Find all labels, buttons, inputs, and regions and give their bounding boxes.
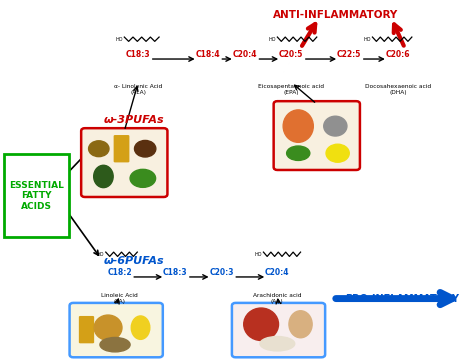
Text: α- Linolenic Acid
(ALA): α- Linolenic Acid (ALA) — [114, 84, 162, 95]
Text: HO: HO — [115, 37, 123, 42]
Text: C22:5: C22:5 — [337, 50, 362, 59]
FancyBboxPatch shape — [273, 101, 360, 170]
Circle shape — [135, 140, 156, 157]
FancyBboxPatch shape — [70, 303, 163, 357]
Ellipse shape — [283, 110, 313, 142]
Ellipse shape — [244, 308, 279, 340]
FancyBboxPatch shape — [114, 135, 129, 162]
FancyBboxPatch shape — [232, 303, 325, 357]
Text: C18:3: C18:3 — [163, 268, 188, 277]
Text: C18:2: C18:2 — [107, 268, 132, 277]
Circle shape — [89, 141, 109, 157]
Text: ANTI-INFLAMMATORY: ANTI-INFLAMMATORY — [273, 11, 398, 20]
Text: PRO-INFLAMMATORY: PRO-INFLAMMATORY — [346, 294, 460, 303]
Ellipse shape — [289, 311, 312, 338]
Ellipse shape — [287, 146, 310, 160]
Text: C20:5: C20:5 — [279, 50, 303, 59]
Ellipse shape — [130, 170, 155, 187]
Text: C20:3: C20:3 — [210, 268, 234, 277]
Ellipse shape — [100, 338, 130, 352]
Text: C20:6: C20:6 — [386, 50, 410, 59]
FancyBboxPatch shape — [81, 128, 167, 197]
Text: Eicosapentaenoic acid
(EPA): Eicosapentaenoic acid (EPA) — [258, 84, 324, 95]
Text: C20:4: C20:4 — [233, 50, 257, 59]
Text: HO: HO — [255, 252, 262, 257]
Text: Docosahexaenoic acid
(DHA): Docosahexaenoic acid (DHA) — [365, 84, 431, 95]
Text: ESSENTIAL
FATTY
ACIDS: ESSENTIAL FATTY ACIDS — [9, 181, 64, 211]
Circle shape — [326, 144, 349, 162]
Ellipse shape — [324, 116, 347, 136]
Ellipse shape — [131, 316, 150, 339]
FancyBboxPatch shape — [79, 316, 94, 343]
Text: C18:4: C18:4 — [195, 50, 220, 59]
Text: HO: HO — [364, 37, 371, 42]
FancyBboxPatch shape — [4, 155, 69, 237]
Text: Arachidonic acid
(AA): Arachidonic acid (AA) — [253, 293, 301, 304]
Ellipse shape — [94, 315, 122, 340]
Ellipse shape — [260, 337, 295, 351]
Text: HO: HO — [97, 252, 104, 257]
Ellipse shape — [94, 165, 113, 188]
Text: Linoleic Acid
(LA): Linoleic Acid (LA) — [101, 293, 138, 304]
Text: ω-3PUFAs: ω-3PUFAs — [103, 115, 164, 125]
Text: C18:3: C18:3 — [126, 50, 151, 59]
Text: C20:4: C20:4 — [265, 268, 290, 277]
Text: HO: HO — [268, 37, 276, 42]
Text: ω-6PUFAs: ω-6PUFAs — [103, 256, 164, 266]
